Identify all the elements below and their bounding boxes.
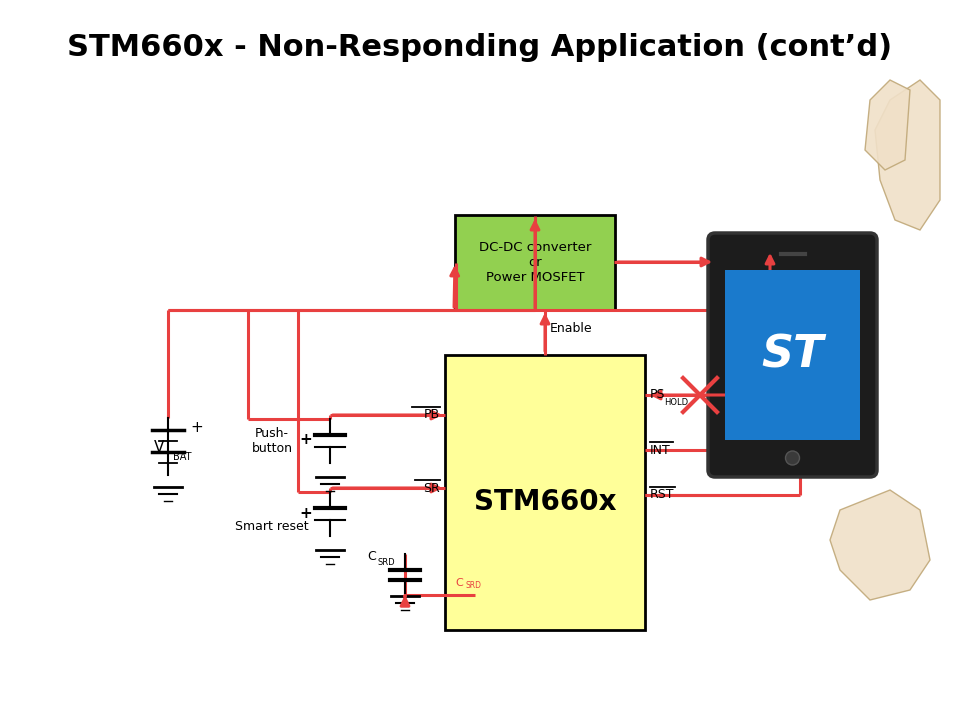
Text: +: +	[300, 433, 312, 448]
Text: PS: PS	[650, 389, 665, 402]
Text: STM660x - Non-Responding Application (cont’d): STM660x - Non-Responding Application (co…	[67, 34, 893, 63]
FancyBboxPatch shape	[445, 355, 645, 630]
Polygon shape	[875, 80, 940, 230]
Text: C: C	[455, 578, 463, 588]
Text: Enable: Enable	[550, 322, 592, 335]
Text: PB: PB	[424, 408, 440, 421]
Text: Smart reset: Smart reset	[235, 520, 309, 533]
Text: BAT: BAT	[173, 452, 191, 462]
Text: Push-
button: Push- button	[252, 427, 293, 455]
Text: V: V	[154, 441, 164, 456]
Text: STM660x: STM660x	[473, 488, 616, 516]
Text: SRD: SRD	[377, 558, 395, 567]
Text: DC-DC converter
or
Power MOSFET: DC-DC converter or Power MOSFET	[479, 241, 591, 284]
Text: SRD: SRD	[466, 581, 482, 590]
Text: ST: ST	[761, 333, 824, 377]
FancyBboxPatch shape	[455, 215, 615, 310]
Text: INT: INT	[650, 444, 671, 456]
Bar	[725, 270, 860, 440]
Text: +: +	[300, 505, 312, 521]
Text: HOLD: HOLD	[664, 398, 688, 407]
Text: SR: SR	[423, 482, 440, 495]
Text: +: +	[190, 420, 203, 436]
Polygon shape	[830, 490, 930, 600]
Circle shape	[785, 451, 800, 465]
Text: RST: RST	[650, 488, 675, 502]
Text: C: C	[367, 549, 375, 562]
Polygon shape	[865, 80, 910, 170]
FancyBboxPatch shape	[708, 233, 877, 477]
